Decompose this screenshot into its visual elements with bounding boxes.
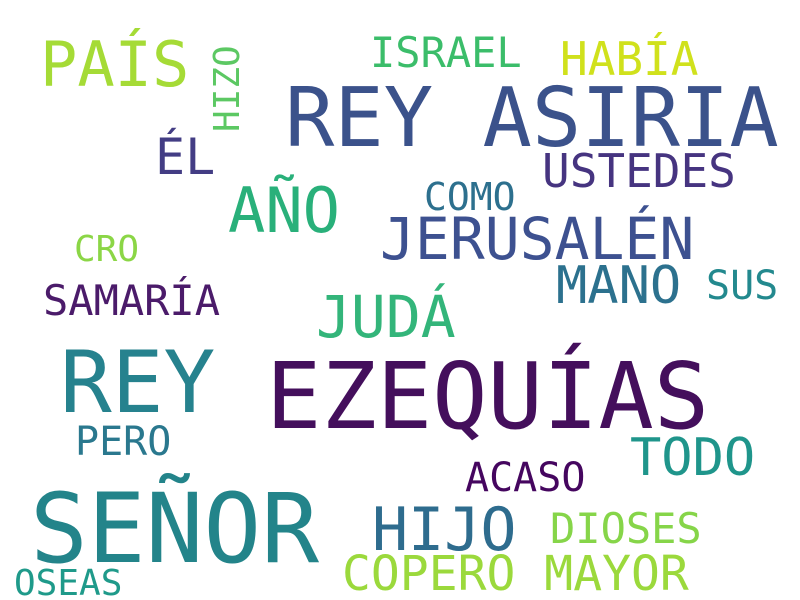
word-samaria: SAMARÍA (43, 276, 221, 325)
word-jerusalen: JERUSALÉN (380, 205, 695, 273)
word-hizo: HIZO (207, 45, 248, 132)
word-cro: CRO (74, 229, 140, 270)
word-juda: JUDÁ (316, 283, 456, 351)
word-hijo: HIJO (372, 495, 517, 565)
word-ano: AÑO (228, 174, 340, 247)
word-como: COMO (424, 175, 516, 219)
word-pais: PAÍS (40, 28, 190, 101)
word-rey-asiria: REY ASIRIA (285, 71, 779, 166)
word-copero-mayor: COPERO MAYOR (342, 546, 689, 600)
word-oseas: OSEAS (14, 563, 123, 600)
word-rey: REY (60, 333, 216, 433)
word-ustedes: USTEDES (542, 144, 736, 198)
word-pero: PERO (75, 419, 172, 465)
word-el: ÉL (155, 128, 216, 186)
word-ezequias: EZEQUÍAS (266, 343, 710, 450)
word-mano: MANO (556, 256, 682, 316)
word-senor: SEÑOR (30, 473, 319, 585)
word-acaso: ACASO (465, 455, 586, 501)
word-habia: HABÍA (560, 32, 699, 86)
word-todo: TODO (630, 428, 756, 488)
word-sus: SUS (706, 263, 779, 309)
word-israel: ISRAEL (370, 28, 522, 77)
word-dioses: DIOSES (550, 504, 702, 553)
